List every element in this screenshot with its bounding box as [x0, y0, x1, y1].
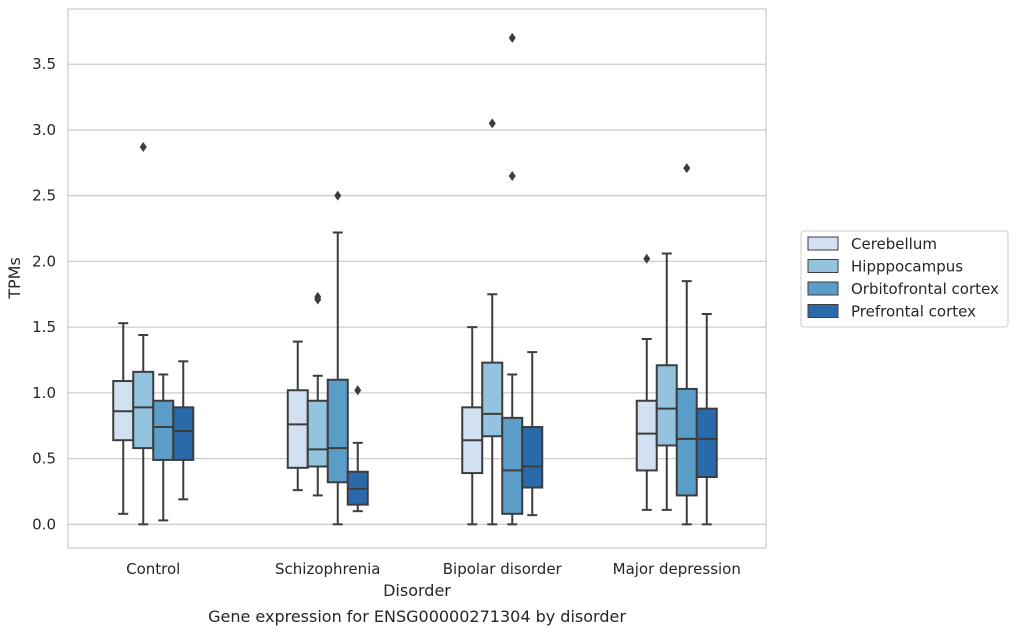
legend-swatch: [807, 259, 839, 273]
box-body: [695, 407, 718, 479]
box-body: [675, 387, 698, 497]
legend-label: Cerebellum: [851, 235, 937, 253]
box-body: [152, 399, 175, 461]
legend: Cerebellum Hipppocampus Orbitofrontal cort…: [800, 230, 1009, 328]
legend-swatch: [807, 236, 839, 251]
y-tick-label: 2.5: [32, 187, 56, 205]
chart-caption: Gene expression for ENSG00000271304 by d…: [208, 607, 626, 626]
y-tick-label: 1.5: [32, 318, 56, 336]
box-series: [112, 32, 718, 526]
legend-frame: [800, 230, 1009, 328]
x-tick-labels: Control Schizophrenia Bipolar disorder Majo…: [126, 560, 741, 578]
y-tick-label: 3.0: [32, 121, 56, 139]
box-body: [501, 416, 524, 515]
box-3-3: [501, 32, 524, 526]
x-tick-label: Schizophrenia: [275, 560, 380, 578]
y-tick-label: 0.5: [32, 450, 56, 468]
outlier-point: [314, 294, 322, 305]
box-2-1: [132, 142, 155, 526]
plot-frame: [67, 8, 767, 549]
box-2-2: [306, 291, 329, 497]
legend-label: Hipppocampus: [851, 258, 963, 276]
box-body: [326, 378, 349, 484]
outlier-point: [354, 385, 362, 396]
y-tick-label: 2.0: [32, 252, 56, 270]
legend-label: Orbitofrontal cortex: [851, 280, 999, 298]
y-tick-labels: 0.0 0.5 1.0 1.5 2.0 2.5 3.0 3.5: [32, 55, 56, 533]
box-4-3: [521, 351, 544, 517]
legend-label: Prefrontal cortex: [851, 303, 976, 321]
outlier-point: [508, 170, 516, 181]
box-4-2: [346, 385, 369, 513]
box-1-2: [286, 340, 309, 492]
box-3-4: [675, 163, 698, 526]
box-body: [132, 370, 155, 450]
box-4-4: [695, 312, 718, 526]
box-body: [481, 361, 504, 438]
box-3-1: [152, 373, 175, 522]
box-1-3: [461, 326, 484, 526]
box-1-1: [112, 322, 135, 515]
box-1-4: [635, 253, 658, 511]
x-axis-title: Disorder: [383, 581, 451, 600]
box-body: [306, 399, 329, 468]
outlier-point: [334, 190, 342, 201]
box-body: [655, 364, 678, 447]
box-body: [521, 426, 544, 489]
y-axis-title: TPMs: [5, 257, 24, 300]
box-body: [172, 406, 195, 461]
outlier-point: [508, 32, 516, 43]
box-2-3: [481, 118, 504, 526]
box-body: [286, 389, 309, 469]
box-2-4: [655, 252, 678, 511]
outlier-point: [683, 163, 691, 174]
box-4-1: [172, 360, 195, 501]
x-tick-label: Major depression: [613, 560, 741, 578]
y-tick-label: 1.0: [32, 384, 56, 402]
x-tick-label: Bipolar disorder: [443, 560, 563, 578]
legend-swatch: [807, 304, 839, 318]
outlier-point: [643, 253, 651, 264]
outlier-point: [139, 142, 147, 153]
x-tick-label: Control: [126, 560, 180, 578]
y-tick-label: 0.0: [32, 515, 56, 533]
legend-swatch: [807, 281, 839, 296]
box-3-2: [326, 190, 349, 526]
y-tick-label: 3.5: [32, 55, 56, 73]
outlier-point: [488, 118, 496, 129]
box-body: [635, 399, 658, 472]
